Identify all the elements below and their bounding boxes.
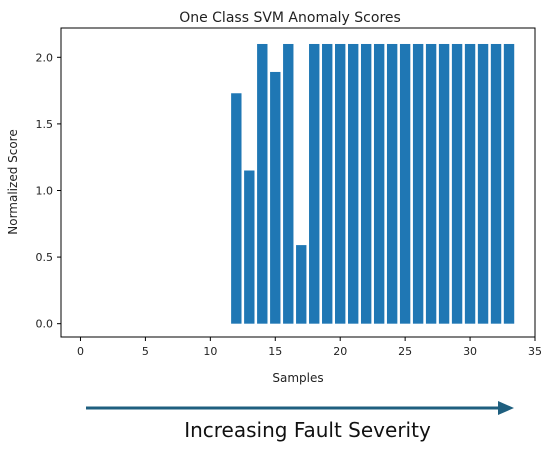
bar-sample-15 — [270, 71, 281, 324]
bar-sample-27 — [425, 43, 437, 324]
x-tick-label: 35 — [528, 345, 542, 358]
bar-sample-25 — [399, 43, 411, 324]
y-axis-label: Normalized Score — [6, 129, 20, 234]
bar-sample-21 — [348, 43, 359, 324]
bar-sample-16 — [283, 43, 294, 324]
severity-caption: Increasing Fault Severity — [184, 418, 431, 442]
x-tick-label: 0 — [77, 345, 84, 358]
x-tick-label: 15 — [268, 345, 282, 358]
x-tick-label: 25 — [398, 345, 412, 358]
x-tick-label: 20 — [333, 345, 347, 358]
bar-sample-22 — [360, 43, 372, 324]
bar-sample-19 — [322, 43, 333, 324]
x-tick-label: 30 — [463, 345, 477, 358]
bar-chart: One Class SVM Anomaly Scores 0 5 10 15 20 25 3… — [6, 10, 542, 385]
bar-sample-32 — [490, 43, 502, 324]
y-tick-label: 1.0 — [36, 184, 54, 197]
x-axis-ticks: 0 5 10 15 20 25 30 35 — [77, 337, 542, 358]
y-tick-label: 0.0 — [36, 318, 54, 331]
bar-sample-20 — [335, 43, 346, 324]
bar-sample-28 — [438, 43, 450, 324]
bar-group — [231, 43, 515, 324]
x-axis-label: Samples — [272, 371, 323, 385]
bar-sample-17 — [296, 245, 307, 324]
x-tick-label: 10 — [203, 345, 217, 358]
bar-sample-14 — [257, 43, 268, 324]
severity-arrow — [86, 401, 514, 415]
bar-sample-26 — [412, 43, 424, 324]
bar-sample-23 — [373, 43, 385, 324]
chart-title: One Class SVM Anomaly Scores — [179, 10, 401, 26]
y-tick-label: 2.0 — [36, 51, 54, 64]
bar-sample-33 — [503, 43, 515, 324]
y-axis-ticks: 0.0 0.5 1.0 1.5 2.0 — [36, 51, 61, 331]
y-tick-label: 0.5 — [36, 251, 54, 264]
x-tick-label: 5 — [142, 345, 149, 358]
bar-sample-30 — [464, 43, 476, 324]
bar-sample-31 — [477, 43, 489, 324]
y-tick-label: 1.5 — [36, 118, 54, 131]
bar-sample-29 — [451, 43, 463, 324]
arrow-head — [498, 401, 514, 415]
bar-sample-24 — [386, 43, 398, 324]
plot-frame — [60, 27, 536, 338]
bar-sample-12 — [231, 93, 242, 324]
bar-sample-18 — [309, 43, 320, 324]
bar-sample-13 — [244, 170, 255, 324]
